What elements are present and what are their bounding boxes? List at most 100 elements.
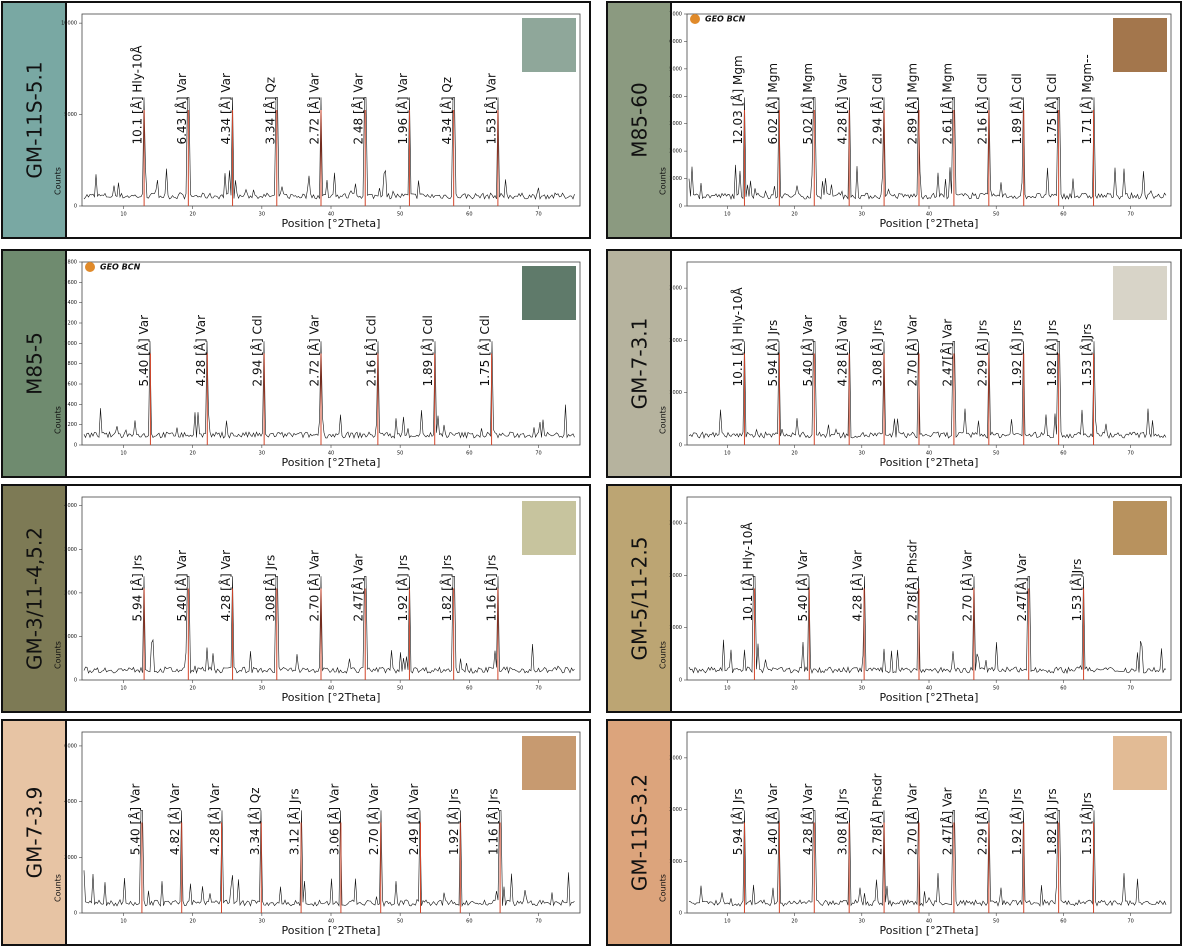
panel: M85-601020304050607001000200030004000500… xyxy=(607,2,1181,238)
y-tick-label: 4000 xyxy=(669,94,682,100)
x-axis-label: Position [°2Theta] xyxy=(282,691,381,704)
sample-photo xyxy=(1113,736,1167,790)
x-tick-label: 10 xyxy=(724,212,730,218)
figure: GM-11S-5.1102030405060700500010000Counts… xyxy=(0,0,1183,947)
logo-icon xyxy=(690,14,700,24)
y-tick-label: 3000 xyxy=(669,521,682,527)
peak-label: 4.28 [Å] Var xyxy=(800,784,815,856)
x-tick-label: 10 xyxy=(724,451,730,457)
panel-frame xyxy=(2,485,590,712)
y-axis-label: Counts xyxy=(659,406,668,434)
peak-label: 2.94 [Å] Cdl xyxy=(250,315,265,386)
x-tick-label: 20 xyxy=(189,919,195,925)
peak-label: 2.47[Å] Var xyxy=(939,319,954,387)
x-axis-label: Position [°2Theta] xyxy=(282,456,381,469)
x-tick-label: 10 xyxy=(120,919,126,925)
peak-label: 2.48 [Å] Var xyxy=(351,73,366,145)
peak-label: 2.47[Å] Var xyxy=(939,787,954,855)
peak-label: 5.40 [Å] Var xyxy=(800,315,815,387)
peak-label: 5.94 [Å] Jrs xyxy=(130,555,145,622)
peak-label: 4.28 [Å] Var xyxy=(850,550,865,622)
sample-photo xyxy=(1113,266,1167,320)
peak-label: 1.71 [Å] Mgm-- xyxy=(1079,54,1094,144)
y-tick-label: 1600 xyxy=(64,280,77,286)
sample-photo xyxy=(1113,18,1167,72)
sample-label: GM-7-3.9 xyxy=(23,787,47,879)
peak-label: 12.03 [Å] Mgm xyxy=(730,55,745,144)
x-tick-label: 30 xyxy=(859,919,865,925)
y-tick-label: 1000 xyxy=(64,634,77,640)
y-tick-label: 600 xyxy=(67,382,77,388)
peak-label: 2.61 [Å] Mgm xyxy=(939,63,954,145)
y-tick-label: 1000 xyxy=(669,390,682,396)
peak-label: 3.08 [Å] Jrs xyxy=(262,555,277,622)
x-axis-label: Position [°2Theta] xyxy=(880,691,979,704)
sample-label: GM-7-3.1 xyxy=(628,318,652,410)
peak-label: 10.1 [Å] Hly-10Å xyxy=(730,287,745,387)
x-tick-label: 30 xyxy=(859,212,865,218)
peak-label: 3.12 [Å] Jrs xyxy=(287,788,302,855)
y-tick-label: 0 xyxy=(74,911,77,917)
x-tick-label: 50 xyxy=(397,919,403,925)
x-tick-label: 50 xyxy=(993,212,999,218)
peak-label: 3.08 [Å] Jrs xyxy=(835,788,850,855)
x-tick-label: 20 xyxy=(189,212,195,218)
peak-label: 1.92 [Å] Jrs xyxy=(395,555,410,622)
sample-photo xyxy=(522,18,576,72)
y-tick-label: 6000 xyxy=(64,743,77,749)
peak-label: 6.43 [Å] Var xyxy=(174,73,189,145)
sample-label: GM-3/11-4,5.2 xyxy=(23,527,47,670)
peak-label: 5.94 [Å] Jrs xyxy=(730,788,745,855)
y-tick-label: 0 xyxy=(679,678,682,684)
sample-label: M85-5 xyxy=(23,332,47,395)
y-tick-label: 10000 xyxy=(61,21,77,27)
panel: GM-7-3.1102030405060700100020003000Count… xyxy=(607,250,1181,477)
x-axis-label: Position [°2Theta] xyxy=(880,217,979,230)
y-axis-label: Counts xyxy=(659,167,668,195)
x-tick-label: 70 xyxy=(535,686,541,692)
y-tick-label: 1000 xyxy=(669,859,682,865)
peak-label: 2.72 [Å] Var xyxy=(307,73,322,145)
y-tick-label: 1000 xyxy=(669,176,682,182)
x-tick-label: 10 xyxy=(120,451,126,457)
y-tick-label: 3000 xyxy=(64,547,77,553)
peak-label: 3.08 [Å] Jrs xyxy=(870,320,885,387)
peak-label: 4.82 [Å] Var xyxy=(167,784,182,856)
x-tick-label: 70 xyxy=(535,212,541,218)
sample-label: GM-5/11-2.5 xyxy=(628,537,652,661)
y-tick-label: 0 xyxy=(74,443,77,449)
peak-label: 2.70 [Å] Var xyxy=(905,315,920,387)
x-tick-label: 60 xyxy=(466,686,472,692)
x-tick-label: 30 xyxy=(259,919,265,925)
y-tick-label: 1000 xyxy=(669,625,682,631)
panel-frame xyxy=(607,485,1181,712)
peak-label: 5.02 [Å] Mgm xyxy=(800,63,815,145)
panel-frame xyxy=(607,2,1181,238)
peak-label: 1.82 [Å] Jrs xyxy=(1044,788,1059,855)
panel: M85-510203040506070020040060080010001200… xyxy=(2,250,590,477)
peak-label: 1.82 [Å] Jrs xyxy=(439,555,454,622)
sample-label: M85-60 xyxy=(628,82,652,157)
x-tick-label: 70 xyxy=(1127,212,1133,218)
peak-label: 1.96 [Å] Var xyxy=(395,73,410,145)
sample-label: GM-11S-5.1 xyxy=(23,61,47,178)
y-tick-label: 2000 xyxy=(669,149,682,155)
y-axis-label: Counts xyxy=(659,641,668,669)
peak-label: 3.34 [Å] Qz xyxy=(262,77,277,145)
logo: GEO BCN xyxy=(100,263,141,272)
peak-label: 2.16 [Å] Cdl xyxy=(974,73,989,144)
peak-label: 5.40 [Å] Var xyxy=(795,550,810,622)
peak-label: 2.16 [Å] Cdl xyxy=(363,315,378,386)
peak-label: 6.02 [Å] Mgm xyxy=(765,63,780,145)
panel: GM-3/11-4,5.2102030405060700100020003000… xyxy=(2,485,590,712)
x-tick-label: 70 xyxy=(1127,919,1133,925)
x-tick-label: 60 xyxy=(466,451,472,457)
sample-photo xyxy=(1113,501,1167,555)
x-tick-label: 50 xyxy=(993,451,999,457)
peak-label: 2.70 [Å] Var xyxy=(959,550,974,622)
y-tick-label: 200 xyxy=(67,422,77,428)
y-tick-label: 3000 xyxy=(669,286,682,292)
x-tick-label: 60 xyxy=(1060,451,1066,457)
